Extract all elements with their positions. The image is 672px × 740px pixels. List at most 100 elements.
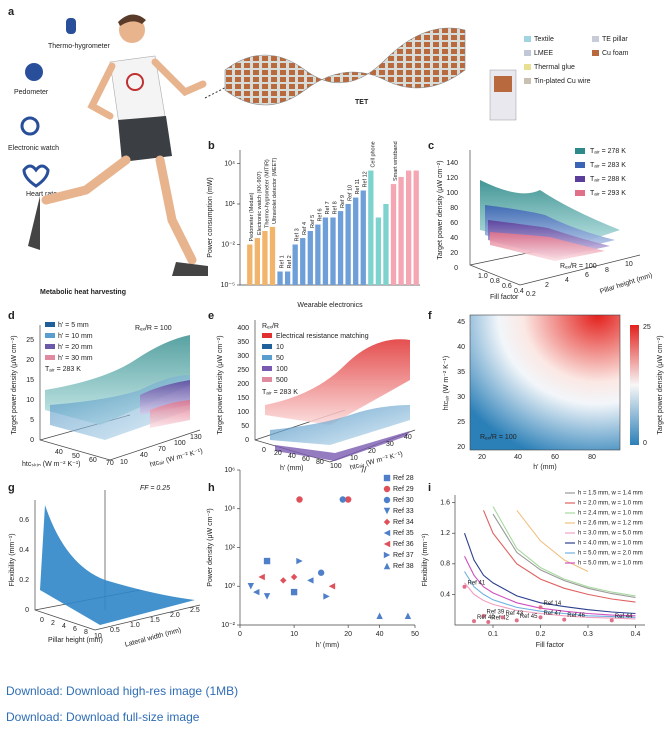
line [464,555,636,617]
x-tick-label: 10 [290,631,298,638]
runner [28,14,208,276]
legend-label: h' = 30 mm [58,355,93,362]
x-tick-label: 70 [106,460,114,467]
bar-label: Ref 4 [302,222,308,235]
y-tick-label: 20 [368,448,376,455]
point-label: Ref 46 [567,613,585,619]
y-tick-label: 1.5 [150,617,160,624]
bar [383,204,389,285]
z-tick-label: 300 [237,353,249,360]
legend-label: Ref 33 [393,508,414,515]
legend-marker [383,518,391,526]
line [516,509,589,572]
point [472,619,476,624]
x-tick-label: 0.2 [526,291,536,298]
z-tick-label: 0 [245,437,249,444]
x-label: h' (mm) [316,642,340,649]
bar-label: Cell phone [370,141,376,167]
y-tick-label: 100 [174,440,186,447]
z-label: Target power density (μW cm⁻²) [217,335,224,434]
y-tick-label: 40 [140,452,148,459]
x-label: Fill factor [536,642,565,649]
x-tick-label: 0 [40,617,44,624]
legend-marker [383,551,391,559]
point [344,496,352,503]
legend-label: h = 4.0 mm, w = 1.0 mm [578,541,643,547]
line [464,571,636,618]
panel-e: e 0 50 100 150 200 250 300 350 400 Targe… [208,310,416,472]
bar-label: Ref 9 [340,195,346,208]
x-tick-label: 0.4 [631,631,641,638]
x-tick-label: 40 [288,453,296,460]
icon [66,18,76,34]
point [376,612,383,619]
heatmap [469,314,621,451]
z-tick-label: 25 [26,337,34,344]
point [290,573,298,581]
surface [40,505,195,625]
point [404,612,412,619]
download-link[interactable]: Download: Download high-res image (1MB) [6,684,239,698]
x-tick-label: 80 [316,459,324,466]
line [492,513,636,599]
annotation: Tₐᵢᵣ = 283 K [262,389,298,396]
x-tick-label: 60 [302,456,310,463]
point-label: Ref 42 [491,616,509,622]
z-tick-label: 0.2 [19,577,29,584]
tet-fabric [224,27,466,106]
device-label: Pedometer [14,89,49,96]
annotation: Rₑₓ/R = 100 [480,434,517,441]
point [514,618,519,623]
point-label: Ref 41 [468,580,486,586]
line [463,533,636,615]
y-tick-label: 10⁻² [221,622,235,629]
y-label: Pillar height (mm) [599,272,653,296]
y-tick-label: 10 [625,261,633,268]
point-label: Ref 14 [544,601,562,607]
legend-label: Tₐᵢᵣ = 278 K [590,148,626,155]
x-tick-label: 50 [72,453,80,460]
point [339,496,346,503]
z-tick-label: 0.4 [19,547,29,554]
colorbar-tick: 0 [643,440,647,447]
caption: Metabolic heat harvesting [40,289,126,296]
legend-label: h = 2.4 mm, w = 1.0 mm [578,511,643,517]
x-label: h' (mm) [280,465,304,472]
z-tick-label: 40 [450,235,458,242]
panel-d: d 0 5 10 15 20 25 Target power density (… [8,310,204,469]
x-tick-label: 20 [478,454,486,461]
point [538,615,543,620]
x-label: Wearable electronics [297,302,363,309]
bar [315,224,321,285]
x-tick-label: 0.1 [488,631,498,638]
point [562,617,567,622]
point-label: Ref 43 [506,611,524,617]
point-label: Ref 39 [487,609,505,615]
z-tick-label: 0 [30,437,34,444]
bar-label: Ref 1 [279,255,285,268]
point [296,496,303,503]
point [290,588,298,596]
bar [375,217,382,285]
bar-label: Electronic watch (KK-907) [257,171,263,235]
download-link[interactable]: Download: Download full-size image [6,710,200,724]
z-tick-label: 80 [450,205,458,212]
bar [300,238,306,285]
bar [277,271,283,285]
legend-label: 50 [276,355,284,362]
z-tick-label: 15 [26,377,34,384]
legend-label: 100 [276,366,288,373]
panel-label: f [428,310,432,322]
panel-g: g 0 0.2 0.4 0.6 Flexibility (mm⁻¹) FF = … [8,482,201,649]
y-tick-label: 40 [404,434,412,441]
z-tick-label: 200 [237,381,249,388]
bar [254,238,260,285]
y-tick-label: 10⁻⁵ [221,282,235,289]
z-tick-label: 250 [237,367,249,374]
y-tick-label: 10 [120,459,128,466]
annotation: FF = 0.25 [140,485,170,492]
bar-label: Ref 10 [348,185,354,201]
y-tick-label: 130 [190,434,202,441]
point [263,593,271,600]
axis [239,470,415,626]
